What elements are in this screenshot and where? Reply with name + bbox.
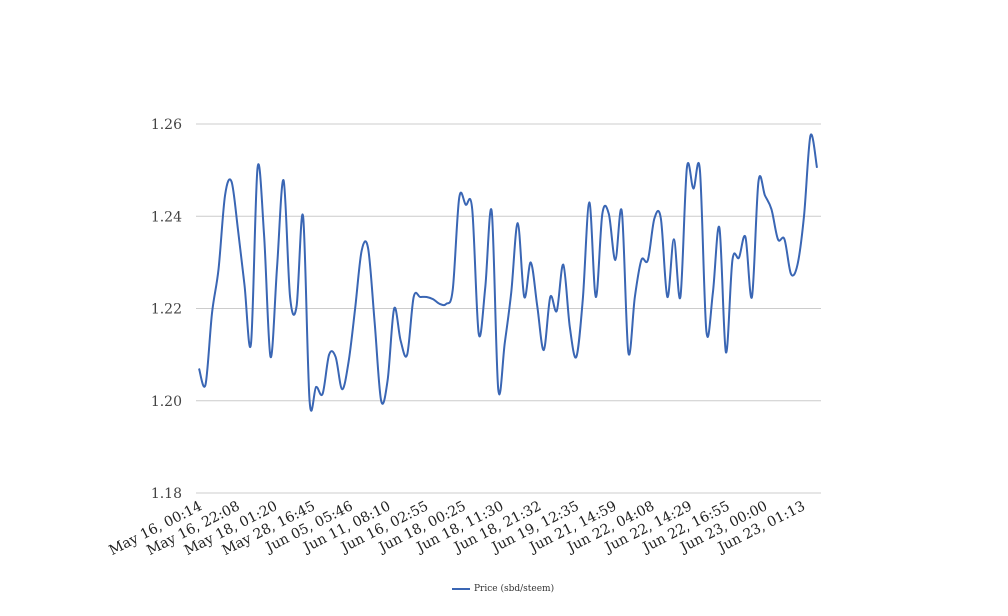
y-tick-label: 1.26 bbox=[151, 117, 182, 133]
y-axis-ticks: 1.18 1.20 1.22 1.24 1.26 bbox=[151, 117, 182, 502]
legend-swatch bbox=[452, 588, 470, 590]
y-tick-label: 1.20 bbox=[151, 394, 182, 410]
series-lines bbox=[198, 133, 818, 412]
y-tick-label: 1.24 bbox=[151, 209, 182, 225]
legend: Price (sbd/steem) bbox=[452, 584, 554, 594]
y-tick-label: 1.18 bbox=[151, 486, 182, 502]
y-tick-label: 1.22 bbox=[151, 302, 182, 318]
legend-label: Price (sbd/steem) bbox=[474, 584, 555, 594]
series-line-price bbox=[198, 133, 818, 412]
